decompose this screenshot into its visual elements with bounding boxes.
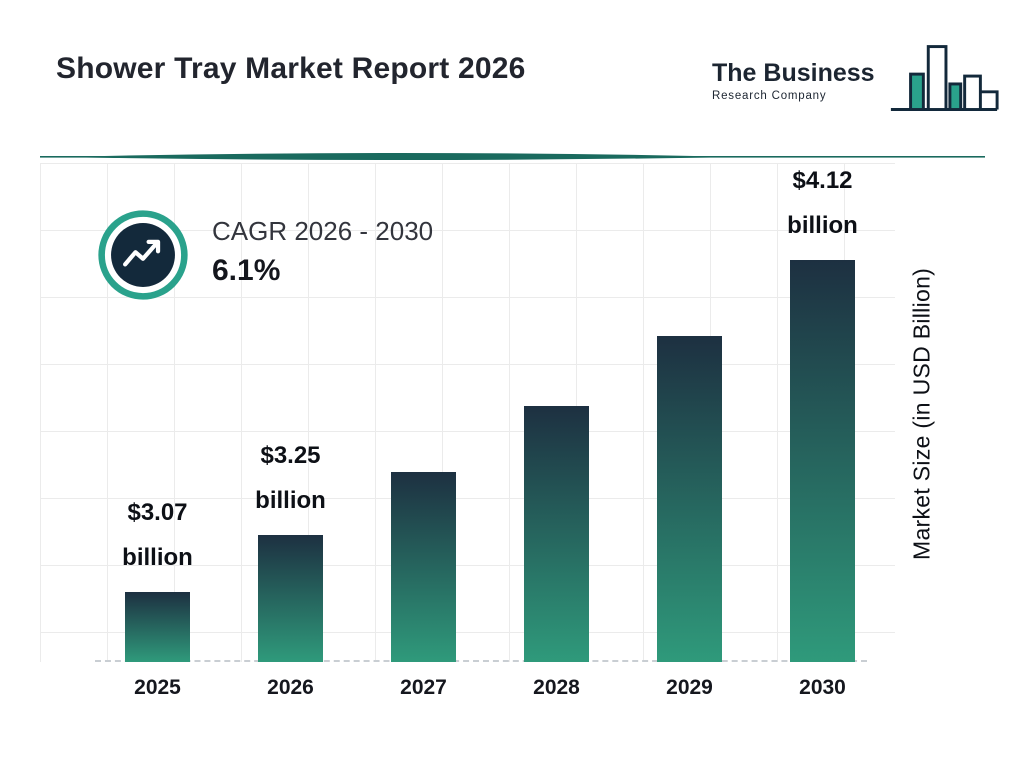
cagr-text: CAGR 2026 - 2030 6.1%	[212, 208, 433, 288]
bar-group-2028: 2028	[524, 165, 589, 699]
x-tick-2027: 2027	[400, 676, 447, 699]
x-tick-2028: 2028	[533, 676, 580, 699]
value-amount: $3.07	[127, 499, 188, 527]
value-label-2025: $3.07 billion	[63, 491, 253, 580]
section-divider	[40, 153, 985, 160]
bar-group-2029: 2029	[657, 165, 722, 699]
logo-text: The Business Research Company	[712, 60, 875, 102]
value-amount: $4.12	[792, 167, 853, 195]
page-title: Shower Tray Market Report 2026	[56, 52, 526, 85]
trend-up-icon	[98, 210, 188, 300]
bar-2027	[391, 472, 456, 662]
bar-group-2026: $3.25 billion 2026	[255, 165, 326, 699]
y-axis-label: Market Size (in USD Billion)	[908, 267, 935, 560]
bars-row: $3.07 billion 2025 $3.25 billion 2026 2027 2028…	[122, 165, 858, 699]
bar-group-2025: $3.07 billion 2025	[122, 165, 193, 699]
value-label-2030: $4.12 billion	[728, 159, 918, 248]
x-tick-2030: 2030	[799, 676, 846, 699]
value-unit: billion	[255, 486, 326, 514]
cagr-label: CAGR 2026 - 2030	[212, 216, 434, 246]
x-tick-2026: 2026	[267, 676, 314, 699]
value-amount: $3.25	[260, 442, 321, 470]
company-logo: The Business Research Company	[712, 40, 1003, 122]
cagr-callout: CAGR 2026 - 2030 6.1%	[96, 208, 433, 302]
value-unit: billion	[122, 543, 193, 571]
cagr-value: 6.1%	[212, 254, 281, 287]
bar-2030	[790, 260, 855, 662]
value-label-2026: $3.25 billion	[196, 434, 386, 523]
logo-text-primary: The Business	[712, 59, 875, 88]
logo-text-secondary: Research Company	[712, 89, 827, 102]
x-tick-2029: 2029	[666, 676, 713, 699]
chart-baseline	[95, 660, 867, 662]
bar-group-2027: 2027	[391, 165, 456, 699]
bar-group-2030: $4.12 billion 2030	[787, 165, 858, 699]
logo-bars-icon	[890, 45, 999, 111]
bar-2026	[258, 535, 323, 662]
value-unit: billion	[787, 211, 858, 239]
bar-2029	[657, 336, 722, 662]
bar-2025	[125, 592, 190, 662]
bar-2028	[524, 406, 589, 662]
x-tick-2025: 2025	[134, 676, 181, 699]
